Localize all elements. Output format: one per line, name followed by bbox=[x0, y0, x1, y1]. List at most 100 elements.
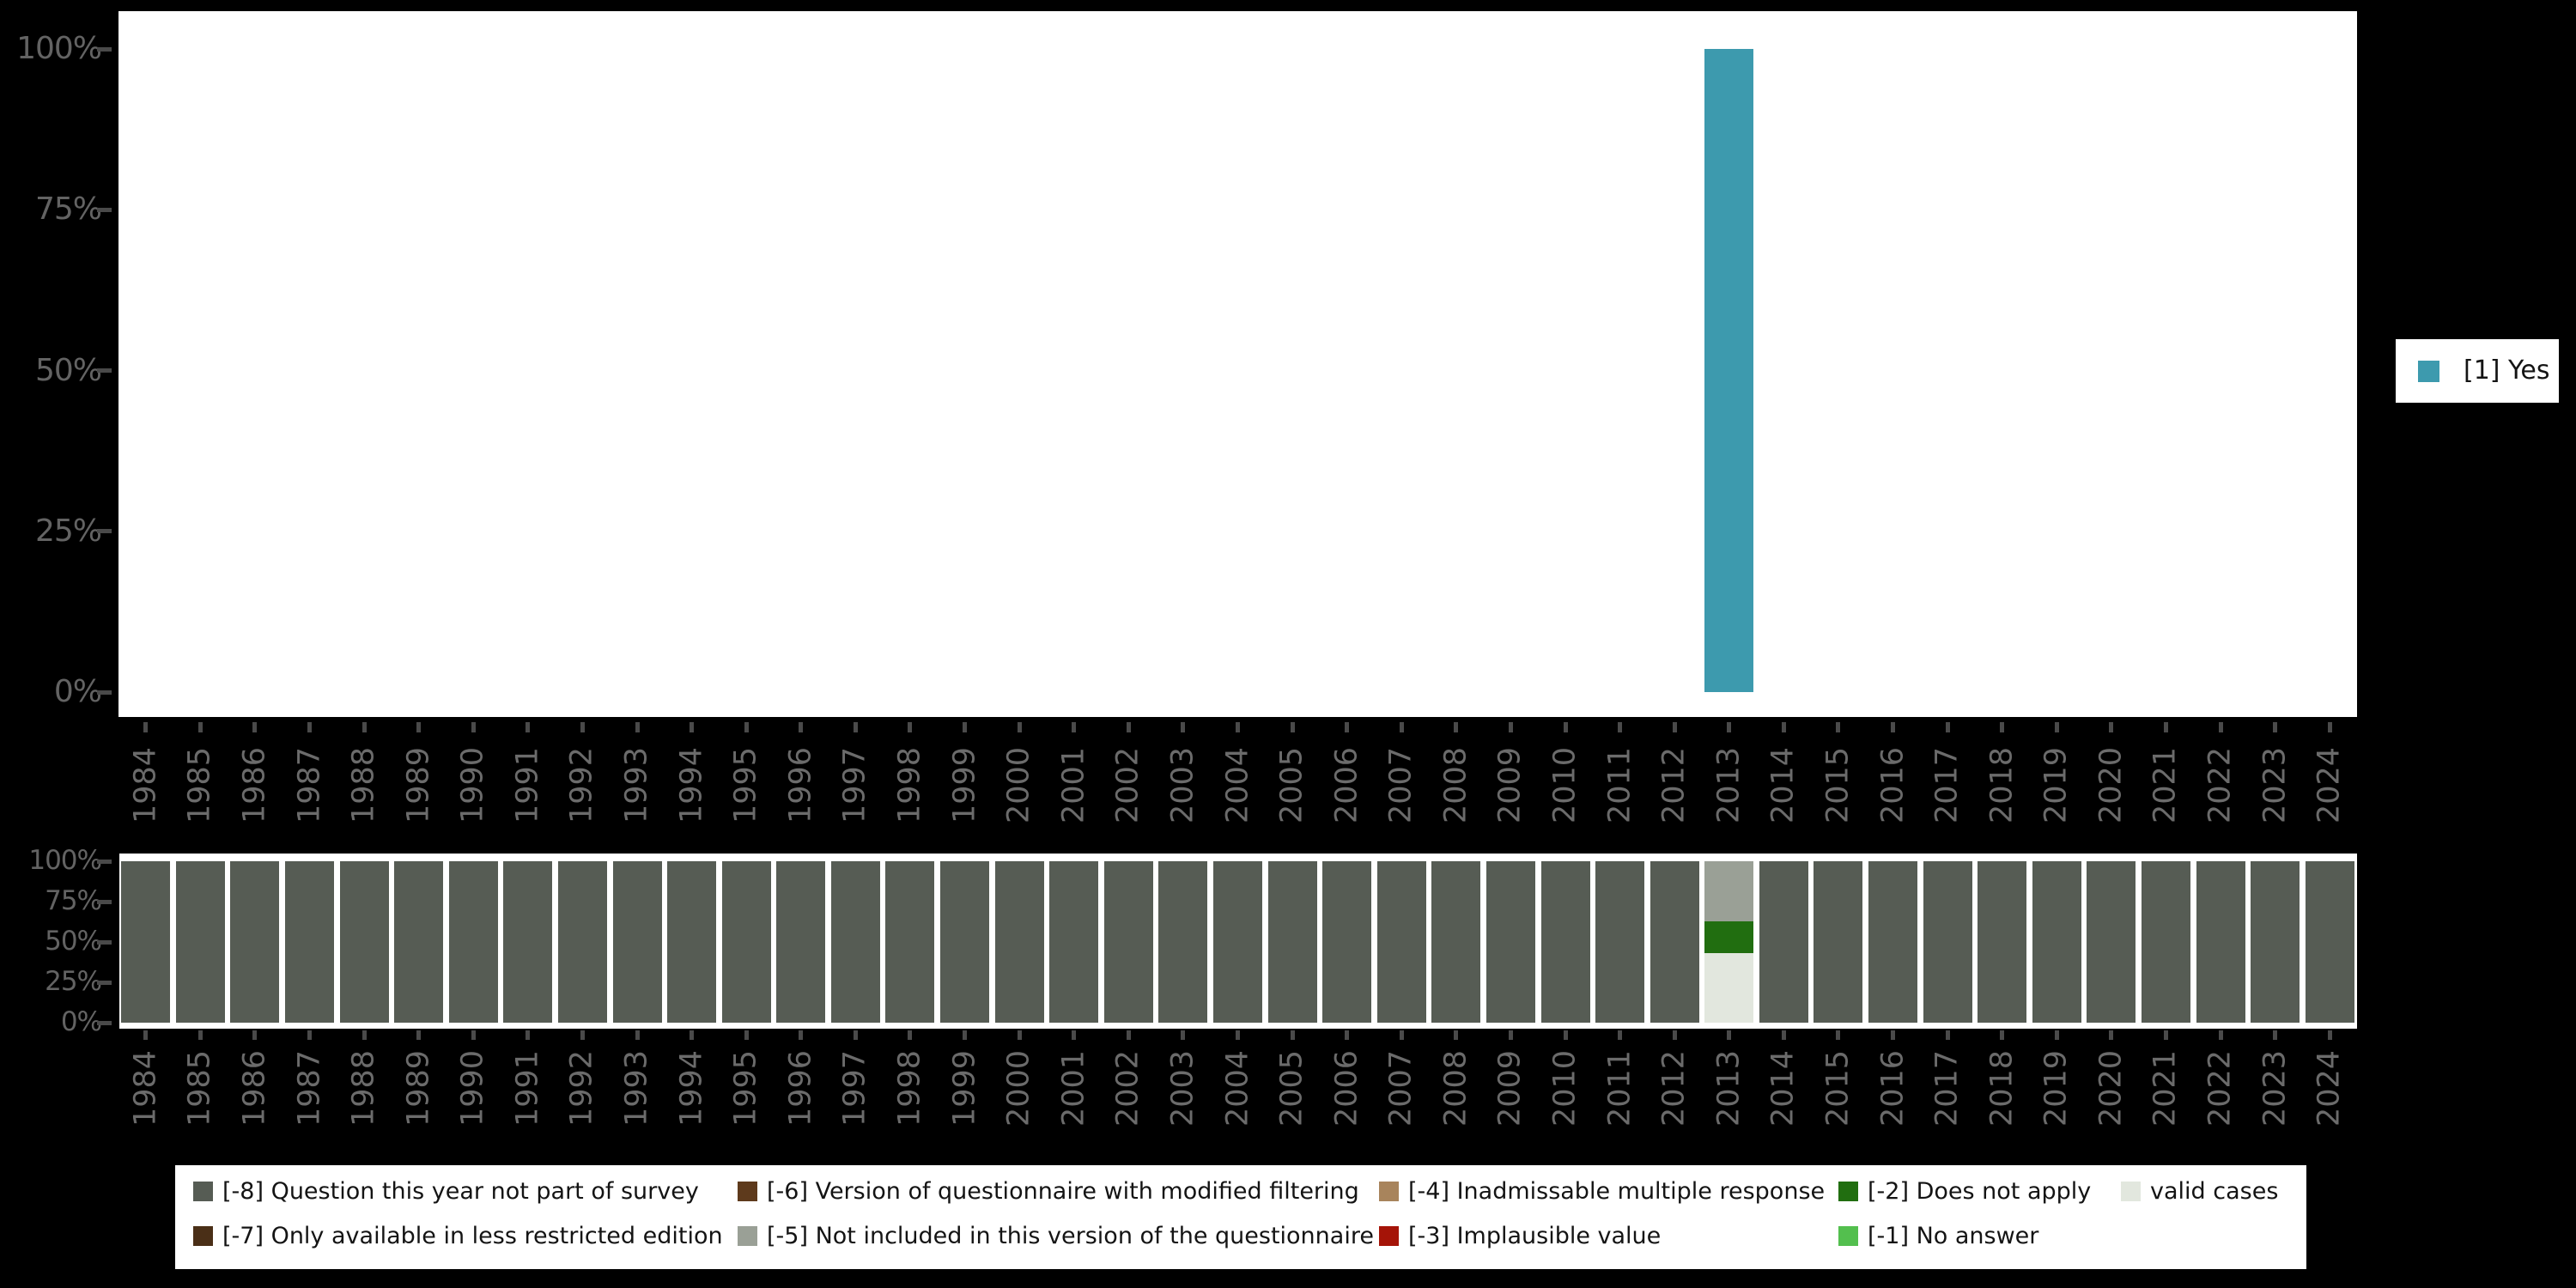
missing-bar-segment[interactable] bbox=[503, 861, 553, 1023]
missing-bar-1996[interactable] bbox=[776, 861, 826, 1023]
missing-bar-2017[interactable] bbox=[1923, 861, 1972, 1023]
x-axis-tick bbox=[416, 722, 422, 732]
missing-bar-segment[interactable] bbox=[2032, 861, 2081, 1023]
missing-bar-1984[interactable] bbox=[121, 861, 171, 1023]
missing-bar-segment[interactable] bbox=[1376, 861, 1426, 1023]
legend-item[interactable]: [-5] Not included in this version of the… bbox=[738, 1224, 1374, 1248]
series-legend[interactable]: [1] Yes bbox=[2396, 339, 2559, 403]
missing-bar-segment[interactable] bbox=[1704, 920, 1754, 954]
missing-bar-segment[interactable] bbox=[2196, 861, 2245, 1023]
missing-bar-segment[interactable] bbox=[2087, 861, 2136, 1023]
missing-bar-2015[interactable] bbox=[1814, 861, 1863, 1023]
missing-bar-segment[interactable] bbox=[1704, 861, 1754, 921]
legend-item[interactable]: [-4] Inadmissable multiple response bbox=[1379, 1179, 1825, 1203]
missing-bar-2008[interactable] bbox=[1431, 861, 1481, 1023]
missing-bar-segment[interactable] bbox=[1322, 861, 1372, 1023]
missing-bar-segment[interactable] bbox=[1213, 861, 1262, 1023]
missing-bar-segment[interactable] bbox=[2251, 861, 2300, 1023]
missing-bar-segment[interactable] bbox=[2141, 861, 2190, 1023]
missing-bar-segment[interactable] bbox=[121, 861, 171, 1023]
missing-bar-segment[interactable] bbox=[557, 861, 607, 1023]
missing-bar-segment[interactable] bbox=[994, 861, 1044, 1023]
missing-bar-2020[interactable] bbox=[2087, 861, 2136, 1023]
missing-bar-segment[interactable] bbox=[830, 861, 880, 1023]
missing-bar-1989[interactable] bbox=[394, 861, 444, 1023]
missing-bar-segment[interactable] bbox=[1431, 861, 1481, 1023]
x-axis-label-1993: 1993 bbox=[619, 746, 654, 824]
missing-bar-2006[interactable] bbox=[1322, 861, 1372, 1023]
missing-bar-1995[interactable] bbox=[721, 861, 771, 1023]
missing-bar-2002[interactable] bbox=[1103, 861, 1153, 1023]
missing-bar-segment[interactable] bbox=[776, 861, 826, 1023]
missing-bar-segment[interactable] bbox=[285, 861, 335, 1023]
missing-bar-2014[interactable] bbox=[1759, 861, 1808, 1023]
x-axis-tick bbox=[1618, 722, 1623, 732]
missing-bar-segment[interactable] bbox=[1267, 861, 1317, 1023]
missing-bar-2013[interactable] bbox=[1704, 861, 1754, 1023]
missing-bar-segment[interactable] bbox=[1704, 953, 1754, 1023]
missing-bar-1999[interactable] bbox=[940, 861, 990, 1023]
missing-bar-1990[interactable] bbox=[448, 861, 498, 1023]
missing-bar-2024[interactable] bbox=[2305, 861, 2354, 1023]
x-axis-label-2016: 2016 bbox=[1875, 1049, 1911, 1127]
legend-item[interactable]: [-6] Version of questionnaire with modif… bbox=[738, 1179, 1359, 1203]
trend-bar-2013[interactable] bbox=[1704, 49, 1754, 692]
missing-bar-segment[interactable] bbox=[175, 861, 225, 1023]
missing-bar-segment[interactable] bbox=[1923, 861, 1972, 1023]
missing-bar-2009[interactable] bbox=[1485, 861, 1535, 1023]
missing-bar-2005[interactable] bbox=[1267, 861, 1317, 1023]
missing-bar-1997[interactable] bbox=[830, 861, 880, 1023]
legend-item[interactable]: [-8] Question this year not part of surv… bbox=[193, 1179, 699, 1203]
missing-bar-1994[interactable] bbox=[667, 861, 717, 1023]
missing-bar-segment[interactable] bbox=[1540, 861, 1590, 1023]
missing-bar-2018[interactable] bbox=[1978, 861, 2027, 1023]
missing-bar-2023[interactable] bbox=[2251, 861, 2300, 1023]
missing-bar-1991[interactable] bbox=[503, 861, 553, 1023]
missing-bar-2001[interactable] bbox=[1049, 861, 1099, 1023]
missing-bar-1993[interactable] bbox=[612, 861, 662, 1023]
missing-bar-2003[interactable] bbox=[1158, 861, 1208, 1023]
missing-bar-1988[interactable] bbox=[339, 861, 389, 1023]
missing-bar-segment[interactable] bbox=[448, 861, 498, 1023]
x-axis-label-2001: 2001 bbox=[1056, 746, 1091, 824]
missing-bar-segment[interactable] bbox=[1649, 861, 1699, 1023]
missing-bar-segment[interactable] bbox=[394, 861, 444, 1023]
legend-item[interactable]: [-7] Only available in less restricted e… bbox=[193, 1224, 723, 1248]
legend-item[interactable]: [-2] Does not apply bbox=[1838, 1179, 2091, 1203]
missing-bar-1987[interactable] bbox=[285, 861, 335, 1023]
missing-bar-2019[interactable] bbox=[2032, 861, 2081, 1023]
missing-bar-2010[interactable] bbox=[1540, 861, 1590, 1023]
missing-bar-segment[interactable] bbox=[1814, 861, 1863, 1023]
missing-bar-segment[interactable] bbox=[1158, 861, 1208, 1023]
missing-bar-segment[interactable] bbox=[612, 861, 662, 1023]
missing-bar-2022[interactable] bbox=[2196, 861, 2245, 1023]
missing-bar-2016[interactable] bbox=[1868, 861, 1918, 1023]
missing-bar-segment[interactable] bbox=[721, 861, 771, 1023]
missing-bar-2000[interactable] bbox=[994, 861, 1044, 1023]
missing-bar-2021[interactable] bbox=[2141, 861, 2190, 1023]
missing-bar-segment[interactable] bbox=[1759, 861, 1808, 1023]
missing-bar-segment[interactable] bbox=[1868, 861, 1918, 1023]
missing-bar-2004[interactable] bbox=[1213, 861, 1262, 1023]
missing-bar-segment[interactable] bbox=[230, 861, 280, 1023]
legend-item[interactable]: [-3] Implausible value bbox=[1379, 1224, 1661, 1248]
missing-bar-segment[interactable] bbox=[885, 861, 935, 1023]
missing-bar-segment[interactable] bbox=[2305, 861, 2354, 1023]
missing-bar-2012[interactable] bbox=[1649, 861, 1699, 1023]
missing-bar-2007[interactable] bbox=[1376, 861, 1426, 1023]
missing-bar-1992[interactable] bbox=[557, 861, 607, 1023]
missing-bar-1985[interactable] bbox=[175, 861, 225, 1023]
missing-bar-1986[interactable] bbox=[230, 861, 280, 1023]
legend-item[interactable]: [-1] No answer bbox=[1838, 1224, 2038, 1248]
missing-bar-segment[interactable] bbox=[1978, 861, 2027, 1023]
missing-bar-segment[interactable] bbox=[1103, 861, 1153, 1023]
legend-item[interactable]: valid cases bbox=[2121, 1179, 2278, 1203]
missing-bar-segment[interactable] bbox=[667, 861, 717, 1023]
missing-bar-1998[interactable] bbox=[885, 861, 935, 1023]
missing-bar-segment[interactable] bbox=[1049, 861, 1099, 1023]
missing-bar-segment[interactable] bbox=[1595, 861, 1645, 1023]
missing-bar-2011[interactable] bbox=[1595, 861, 1645, 1023]
missing-bar-segment[interactable] bbox=[339, 861, 389, 1023]
missing-bar-segment[interactable] bbox=[1485, 861, 1535, 1023]
missing-bar-segment[interactable] bbox=[940, 861, 990, 1023]
